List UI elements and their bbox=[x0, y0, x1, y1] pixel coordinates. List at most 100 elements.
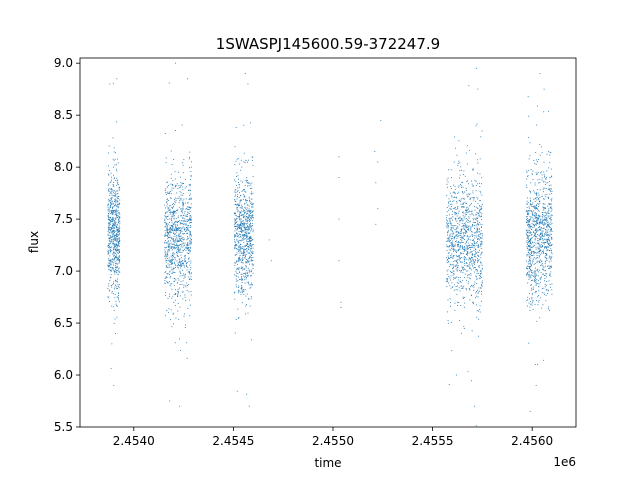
data-point bbox=[550, 275, 552, 277]
data-point bbox=[251, 187, 253, 189]
data-point bbox=[107, 233, 109, 235]
data-point bbox=[177, 217, 179, 219]
data-point bbox=[537, 275, 539, 277]
data-point bbox=[244, 219, 246, 221]
data-point bbox=[528, 170, 530, 172]
data-point bbox=[118, 287, 120, 289]
data-point bbox=[543, 198, 545, 199]
data-point bbox=[112, 212, 113, 213]
data-point bbox=[461, 332, 462, 334]
data-point bbox=[180, 232, 181, 234]
data-point bbox=[455, 231, 457, 233]
data-point bbox=[469, 299, 471, 301]
data-point bbox=[252, 284, 253, 286]
data-point bbox=[117, 190, 119, 192]
data-point bbox=[166, 282, 168, 284]
data-point bbox=[117, 257, 119, 259]
data-point bbox=[182, 232, 184, 234]
data-point bbox=[252, 257, 254, 259]
data-point bbox=[116, 247, 118, 249]
data-point bbox=[109, 263, 111, 264]
data-point bbox=[480, 226, 482, 228]
data-point bbox=[478, 272, 480, 274]
data-point bbox=[450, 206, 452, 208]
data-point bbox=[527, 273, 529, 275]
data-point bbox=[240, 240, 242, 242]
data-point bbox=[455, 224, 457, 226]
data-point bbox=[240, 243, 241, 245]
data-point bbox=[550, 260, 552, 262]
data-point bbox=[117, 192, 119, 194]
data-point bbox=[189, 206, 190, 208]
data-point bbox=[107, 234, 109, 236]
data-point bbox=[466, 245, 468, 247]
data-point bbox=[544, 253, 546, 254]
data-point bbox=[448, 275, 450, 277]
data-point bbox=[532, 230, 534, 232]
data-point bbox=[536, 222, 538, 224]
data-point bbox=[455, 286, 457, 288]
data-point bbox=[179, 270, 181, 272]
data-point bbox=[544, 223, 546, 225]
data-point bbox=[447, 181, 449, 183]
data-point bbox=[173, 246, 175, 248]
data-point bbox=[469, 214, 471, 216]
data-point bbox=[468, 236, 470, 238]
data-point bbox=[467, 259, 469, 261]
data-point bbox=[471, 225, 473, 227]
data-point bbox=[541, 146, 543, 148]
data-point bbox=[528, 260, 530, 262]
data-point bbox=[543, 247, 545, 249]
data-point bbox=[529, 238, 531, 240]
data-point bbox=[190, 179, 192, 180]
data-point bbox=[248, 208, 250, 210]
data-point bbox=[234, 247, 236, 249]
data-point bbox=[244, 210, 246, 212]
data-point bbox=[473, 284, 475, 286]
data-point bbox=[119, 223, 121, 225]
data-point bbox=[446, 278, 448, 280]
data-point bbox=[453, 265, 455, 267]
data-point bbox=[465, 248, 467, 250]
data-point bbox=[108, 183, 110, 185]
data-point bbox=[480, 263, 482, 265]
data-point bbox=[457, 186, 459, 188]
data-point bbox=[111, 292, 113, 294]
data-point bbox=[534, 191, 536, 193]
data-point bbox=[537, 301, 539, 303]
data-point bbox=[456, 213, 458, 215]
data-point bbox=[185, 224, 187, 226]
data-point bbox=[110, 236, 112, 238]
data-point bbox=[171, 326, 173, 328]
data-point bbox=[529, 224, 531, 226]
data-point bbox=[238, 251, 240, 253]
data-point bbox=[115, 179, 117, 181]
data-point bbox=[249, 223, 251, 225]
data-point bbox=[165, 216, 167, 218]
data-point bbox=[170, 255, 172, 257]
data-point bbox=[249, 238, 250, 240]
data-point bbox=[537, 251, 539, 253]
data-point bbox=[452, 240, 454, 242]
data-point bbox=[190, 234, 192, 236]
data-point bbox=[534, 184, 536, 186]
data-point bbox=[247, 238, 249, 240]
data-point bbox=[189, 304, 191, 306]
data-point bbox=[526, 255, 528, 257]
data-point bbox=[187, 246, 189, 248]
data-point bbox=[534, 182, 536, 184]
data-point bbox=[528, 302, 530, 304]
data-point bbox=[113, 384, 115, 386]
data-point bbox=[481, 194, 483, 196]
data-point bbox=[450, 275, 452, 277]
data-point bbox=[248, 226, 250, 227]
data-point bbox=[540, 277, 542, 279]
data-point bbox=[250, 184, 252, 186]
data-point bbox=[533, 210, 535, 212]
data-point bbox=[112, 225, 114, 227]
data-point bbox=[179, 240, 181, 242]
data-point bbox=[466, 181, 468, 183]
data-point bbox=[533, 271, 535, 273]
data-point bbox=[247, 209, 249, 211]
data-point bbox=[451, 233, 453, 235]
